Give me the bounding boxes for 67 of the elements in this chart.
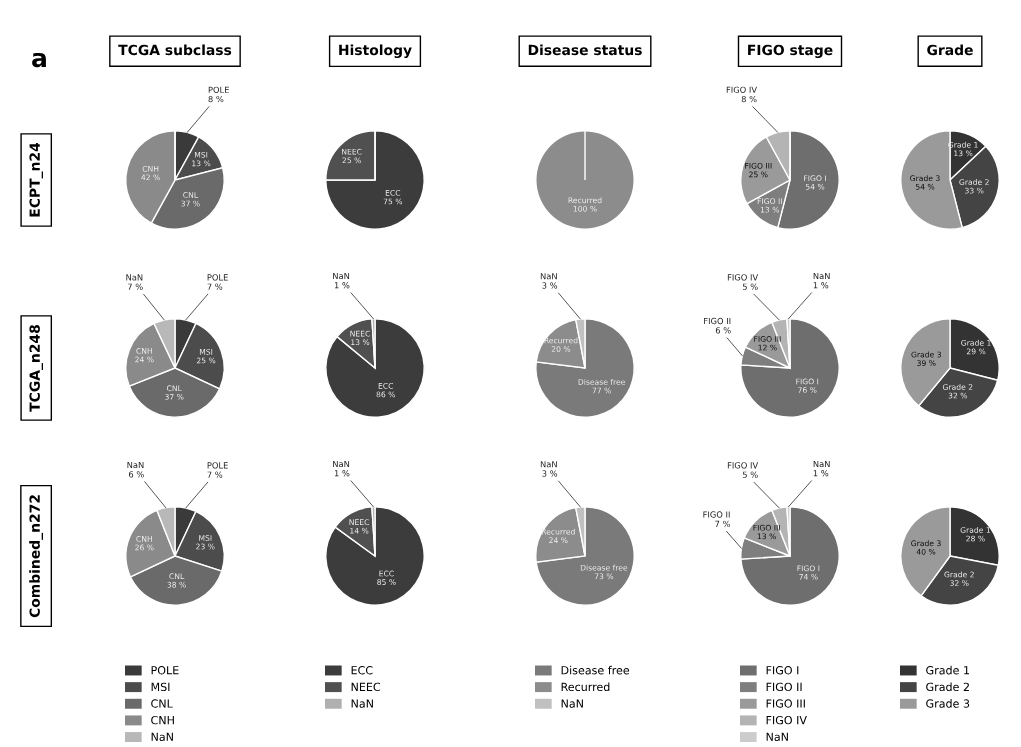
data-label: 5 % xyxy=(742,283,758,290)
legend-label: NEEC xyxy=(351,682,381,692)
legend-label: NaN xyxy=(561,699,583,708)
slice-label: NaN xyxy=(540,273,557,280)
legend-label: Grade 1 xyxy=(926,665,970,675)
slice-label: POLE xyxy=(207,274,228,281)
legend-label: CNH xyxy=(151,715,174,725)
pie-slice xyxy=(535,506,635,606)
legend-label: NaN xyxy=(151,732,173,742)
slice-label: NaN xyxy=(333,460,350,468)
data-label: 7 % xyxy=(207,471,223,478)
pie-slice xyxy=(535,318,635,418)
chart-title: FIGO stage xyxy=(748,44,833,58)
slice-label: NaN xyxy=(127,461,144,469)
text: TCGA_n248 xyxy=(29,325,43,412)
chart-title: Grade xyxy=(927,44,973,56)
slice-label: NaN xyxy=(813,460,830,468)
data-label: 7 % xyxy=(715,520,730,527)
pie-slice xyxy=(740,506,840,606)
legend-label: FIGO I xyxy=(766,666,799,675)
data-label: 3 % xyxy=(542,470,558,477)
legend-label: Grade 3 xyxy=(926,699,970,708)
legend-label: ECC xyxy=(351,666,373,675)
pie-slice xyxy=(740,318,840,418)
data-label: 1 % xyxy=(813,470,829,477)
legend-label: FIGO III xyxy=(766,699,805,708)
data-label: 1 % xyxy=(334,282,350,289)
data-label: 7 % xyxy=(127,283,143,290)
legend-label: FIGO II xyxy=(766,682,802,692)
pie-slice xyxy=(325,318,425,418)
data-label: 1 % xyxy=(813,282,829,289)
data-label: 6 % xyxy=(715,327,731,334)
slice-label: NaN xyxy=(813,272,830,280)
chart-title: Disease status xyxy=(528,44,642,56)
legend-label: FIGO IV xyxy=(766,715,807,725)
slice-label: FIGO II xyxy=(704,317,731,325)
slice-label: NaN xyxy=(126,274,143,281)
text: ECPT_n24 xyxy=(29,142,43,217)
text: Combined_n272 xyxy=(29,495,43,618)
legend-label: CNL xyxy=(151,699,173,708)
legend-label: MSI xyxy=(151,682,170,692)
data-label: 7 % xyxy=(207,283,223,290)
data-label: 5 % xyxy=(742,471,758,478)
legend-label: NaN xyxy=(766,732,788,742)
legend-label: POLE xyxy=(151,666,179,675)
chart-title: Histology xyxy=(339,44,412,58)
data-label: 1 % xyxy=(334,470,350,477)
slice-label: FIGO IV xyxy=(727,274,759,281)
slice-label: POLE xyxy=(208,86,229,93)
legend-label: Grade 2 xyxy=(926,682,969,692)
slice-label: POLE xyxy=(207,462,228,469)
legend-label: NaN xyxy=(351,699,373,708)
data-label: 8 % xyxy=(741,95,757,103)
text: a xyxy=(32,52,46,68)
legend-label: Recurred xyxy=(561,682,610,692)
slice-label: FIGO IV xyxy=(727,462,759,469)
slice-label: NaN xyxy=(540,461,557,468)
slice-label: FIGO II xyxy=(703,511,730,518)
pie-slice xyxy=(325,130,425,230)
data-label: 8 % xyxy=(208,95,224,103)
slice-label: FIGO IV xyxy=(726,86,757,93)
data-label: 3 % xyxy=(542,282,558,289)
slice-label: NaN xyxy=(333,272,350,280)
pie-slice xyxy=(325,506,425,606)
data-label: 6 % xyxy=(128,471,144,478)
legend-label: Disease free xyxy=(561,665,630,675)
chart-title: TCGA subclass xyxy=(118,44,232,56)
